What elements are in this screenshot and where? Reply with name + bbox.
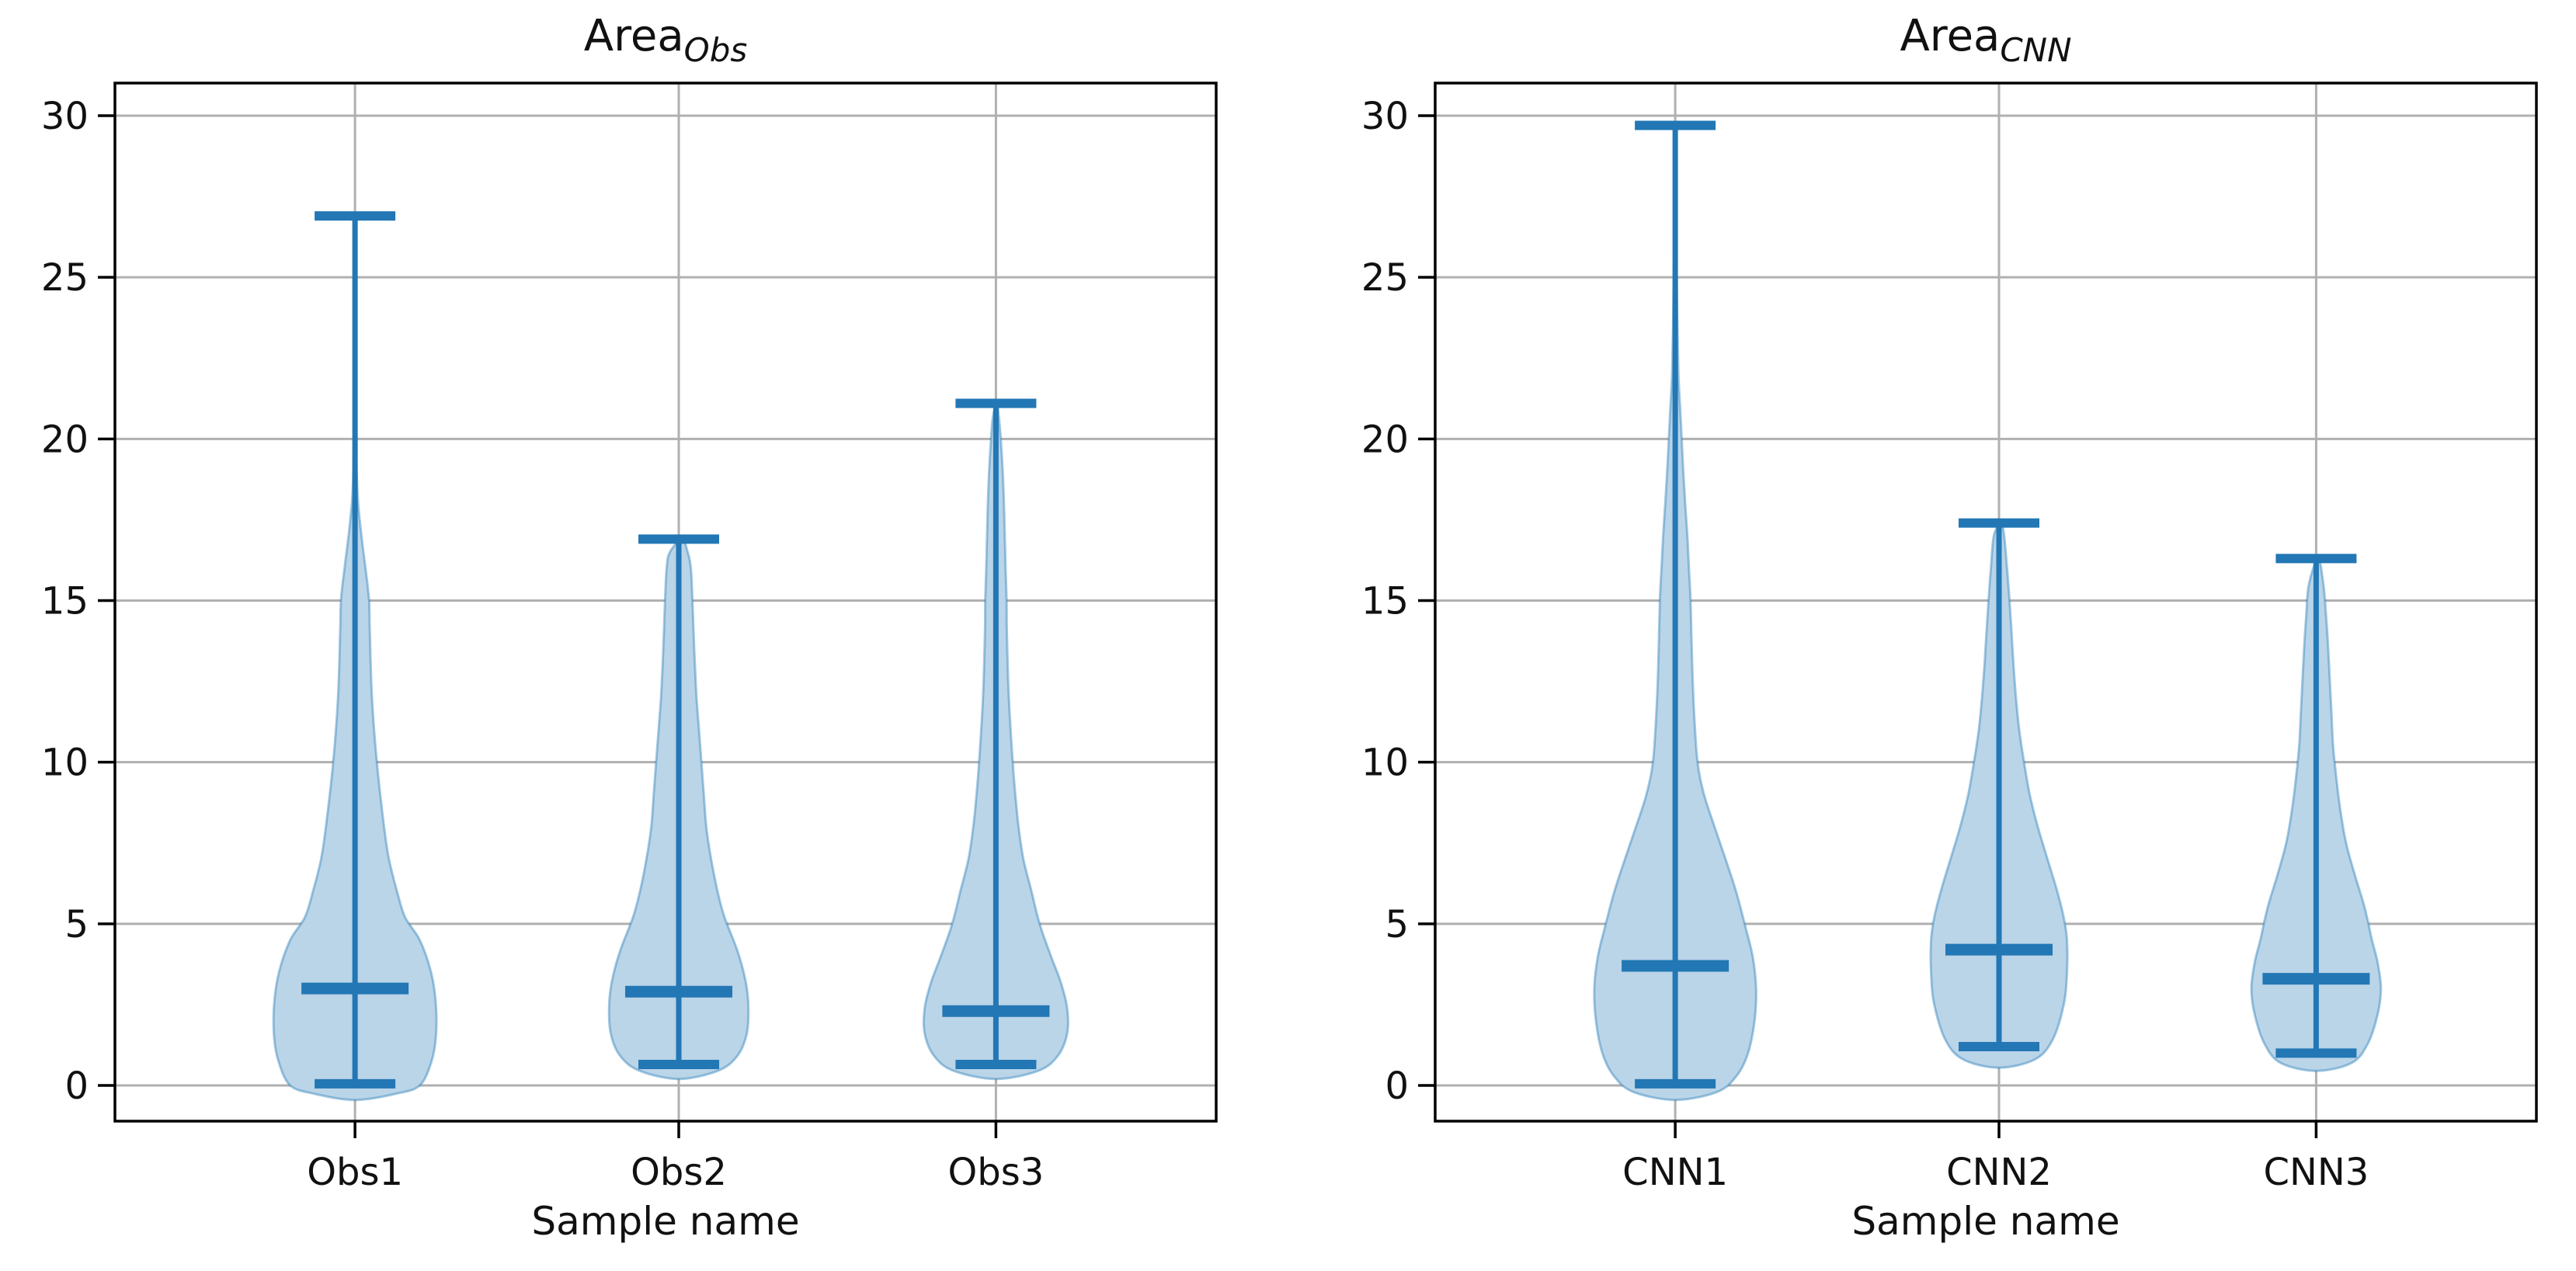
x-tick-label: Obs3 [948,1151,1045,1194]
y-tick-label: 30 [41,95,89,138]
violin-panel-obs: 0 5 10 15 20 25 30 Obs1 Obs2 Obs3 [41,82,1218,1194]
violin-obs1 [272,211,438,1102]
axes-spines [113,82,1218,1123]
x-tick-label: CNN3 [2263,1151,2369,1194]
y-axis: 0 5 10 15 20 25 30 [1361,95,1435,1108]
x-tick-label: CNN2 [1946,1151,2052,1194]
panel-title-cnn-subscript: CNN [2000,31,2072,69]
y-tick-label: 25 [1361,256,1409,300]
violin-obs3 [922,398,1069,1081]
y-tick-label: 10 [1361,741,1409,785]
y-tick-label: 5 [1385,903,1409,946]
x-tick-label: Obs2 [631,1151,727,1194]
panel-title-obs: AreaObs [583,11,747,67]
y-axis: 0 5 10 15 20 25 30 [41,95,115,1108]
violin-panel-cnn: 0 5 10 15 20 25 30 CNN1 CNN2 CNN3 [1361,82,2538,1194]
y-tick-label: 0 [64,1064,89,1108]
panel-title-obs-main: Area [583,11,684,61]
y-tick-label: 25 [41,256,89,300]
x-axis: CNN1 CNN2 CNN3 [1622,1121,2369,1194]
violin-cnn3 [2250,554,2383,1072]
y-tick-label: 5 [64,903,89,946]
y-tick-label: 20 [41,418,89,461]
violin-cnn2 [1929,518,2069,1069]
violin-cnn1 [1593,120,1757,1102]
panel-title-cnn-main: Area [1900,11,2001,61]
x-tick-label: Obs1 [307,1151,403,1194]
y-tick-label: 0 [1385,1064,1409,1108]
y-tick-label: 10 [41,741,89,785]
x-axis-label-cnn: Sample name [1851,1199,2120,1244]
panel-title-obs-subscript: Obs [683,31,748,69]
y-tick-label: 20 [1361,418,1409,461]
y-tick-label: 30 [1361,95,1409,138]
x-tick-label: CNN1 [1622,1151,1728,1194]
axes-spines [1434,82,2538,1123]
panel-title-cnn: AreaCNN [1900,11,2071,67]
violin-obs2 [607,534,750,1081]
y-tick-label: 15 [41,580,89,623]
x-axis: Obs1 Obs2 Obs3 [307,1121,1044,1194]
x-axis-label-obs: Sample name [531,1199,800,1244]
y-tick-label: 15 [1361,580,1409,623]
